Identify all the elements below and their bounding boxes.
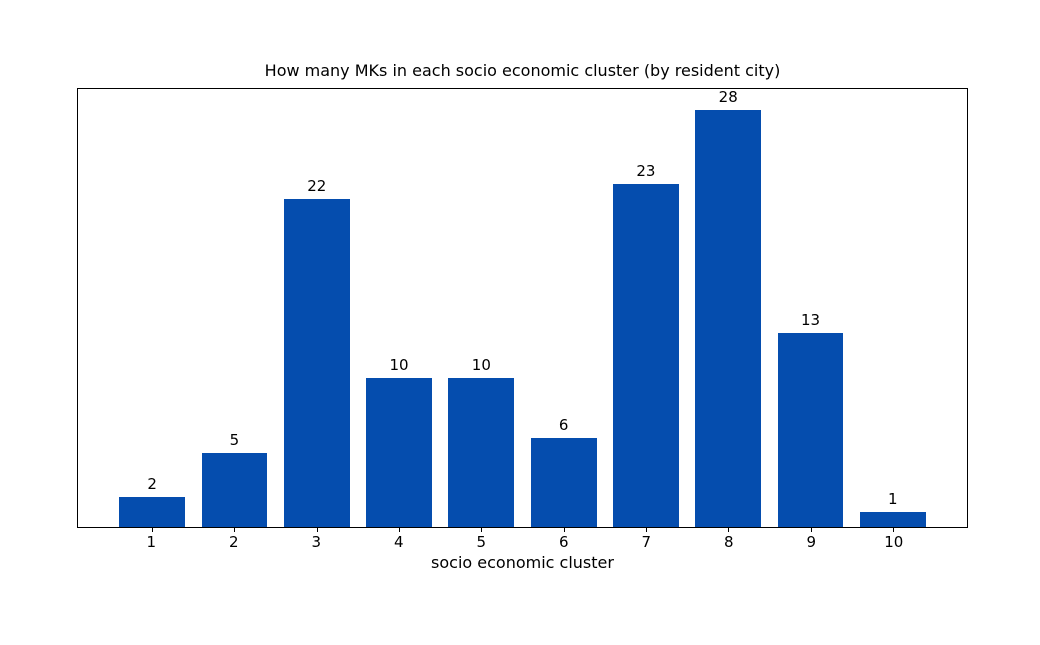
x-axis-tick-mark: [399, 528, 401, 532]
plot-area: 2 5 22 10 10 6 23 28 13 1: [77, 87, 968, 532]
x-tick-label: 6: [558, 533, 569, 551]
x-axis-tick-mark: [645, 528, 647, 532]
bar-value-label: 10: [471, 356, 491, 375]
x-tick-label: 8: [723, 533, 734, 551]
bar: [119, 497, 186, 527]
x-axis-tick-mark: [481, 528, 483, 532]
bar: [530, 437, 597, 527]
bar-slot: 22: [276, 89, 358, 532]
chart-title: How many MKs in each socio economic clus…: [264, 61, 781, 80]
bar-value-label: 28: [718, 87, 738, 106]
bar-slot: 28: [687, 87, 769, 532]
x-tick-label: 7: [641, 533, 652, 551]
bar-slot: 13: [769, 89, 851, 532]
bar-value-label: 5: [229, 430, 240, 449]
bar: [448, 378, 515, 527]
bar: [283, 199, 350, 527]
x-tick-label: 10: [884, 533, 904, 551]
x-axis-tick-mark: [316, 528, 318, 532]
bar-value-label: 23: [636, 162, 656, 181]
x-tick-label: 5: [476, 533, 487, 551]
bar-slot: 5: [193, 89, 275, 532]
bar-value-label: 2: [147, 475, 157, 494]
bar-value-label: 6: [558, 415, 569, 434]
bar-slot: 2: [111, 89, 193, 532]
x-tick-labels: 1 2 3 4 5 6 7 8 9 10: [77, 534, 968, 551]
bars-container: 2 5 22 10 10 6 23 28 13 1: [78, 87, 967, 532]
x-tick-label: 4: [393, 533, 404, 551]
bar-slot: 6: [522, 89, 604, 532]
bar-value-label: 13: [800, 311, 821, 330]
x-tick-label: 9: [806, 533, 817, 551]
x-tick-label: 1: [146, 533, 157, 551]
x-axis-tick-mark: [728, 528, 730, 532]
x-axis-tick-mark: [563, 528, 565, 532]
bar-slot: 10: [440, 89, 522, 532]
x-axis-tick-mark: [810, 528, 812, 532]
bar: [366, 378, 432, 527]
bar-slot: 1: [852, 89, 934, 532]
bar: [201, 452, 268, 527]
bar: [613, 184, 679, 527]
bar: [859, 512, 926, 527]
bar-value-label: 1: [888, 490, 898, 509]
x-tick-label: 2: [228, 533, 239, 551]
x-axis-tick-mark: [892, 528, 894, 532]
bar-slot: 10: [358, 89, 440, 532]
bar-value-label: 10: [389, 356, 409, 375]
bar: [695, 109, 762, 527]
bar-slot: 23: [605, 89, 687, 532]
bar: [777, 333, 844, 527]
x-axis-tick-mark: [234, 528, 236, 532]
x-axis-label: socio economic cluster: [431, 553, 614, 572]
x-axis-tick-mark: [152, 528, 154, 532]
bar-value-label: 22: [307, 177, 327, 196]
x-tick-label: 3: [311, 533, 322, 551]
